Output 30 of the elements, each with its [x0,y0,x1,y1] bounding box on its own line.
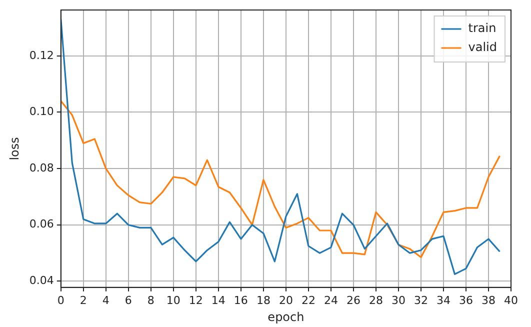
x-tick-label: 36 [458,294,473,307]
y-tick-label: 0.04 [29,274,54,288]
y-tick-label: 0.08 [29,161,54,174]
x-tick-label: 0 [57,294,64,307]
x-axis-title: epoch [268,310,304,324]
x-tick-label: 22 [301,294,316,307]
x-tick-label: 2 [80,294,87,307]
x-tick-label: 32 [414,294,428,307]
x-tick-label: 6 [124,294,132,307]
x-tick-label: 16 [234,294,248,307]
x-tick-label: 30 [391,294,406,307]
x-tick-label: 26 [346,294,360,307]
x-tick-label: 40 [504,294,518,307]
legend-label: valid [468,40,498,54]
x-tick-label: 14 [211,294,226,307]
x-tick-label: 38 [481,294,496,307]
x-tick-label: 18 [256,294,270,307]
y-axis-title: loss [7,137,22,160]
x-tick-label: 28 [368,294,383,307]
y-tick-label: 0.12 [29,48,54,62]
x-tick-label: 34 [436,294,450,307]
y-tick-label: 0.10 [29,105,54,118]
y-tick-label: 0.06 [29,218,54,231]
x-tick-label: 4 [102,294,110,307]
legend-label: train [468,21,496,36]
x-tick-label: 20 [278,294,293,307]
x-tick-label: 8 [147,294,154,307]
x-tick-label: 24 [324,294,338,307]
x-tick-label: 12 [188,294,203,307]
x-tick-label: 10 [166,294,180,307]
